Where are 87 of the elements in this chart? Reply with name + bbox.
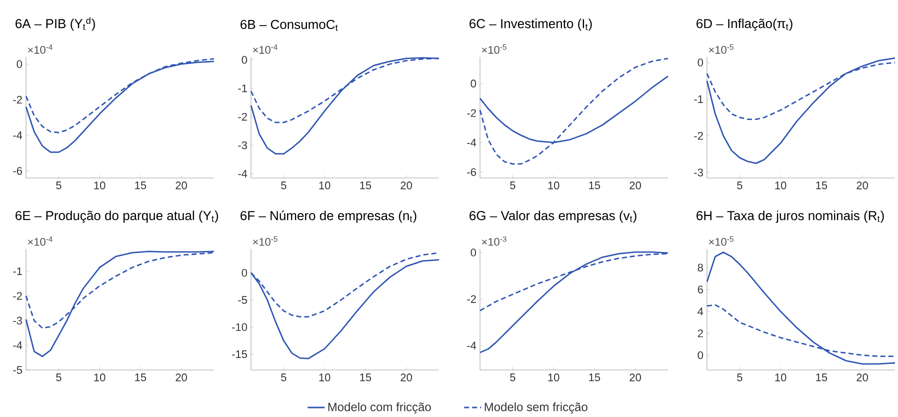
chart-title: 6E – Produção do parque atual (Y$_{t}$) — [16, 210, 218, 223]
x-tick-label: 10 — [548, 182, 560, 190]
x-tick-label: 20 — [856, 182, 868, 190]
y-tick-label: 0 — [16, 60, 22, 68]
y-tick-label: -2 — [238, 112, 247, 121]
y-tick-label: -3 — [13, 316, 22, 324]
y-tick-label: -4 — [238, 170, 248, 178]
y-tick-label: -15 — [232, 350, 247, 358]
x-tick-label: 10 — [775, 182, 786, 190]
x-tick-label: 15 — [360, 374, 372, 382]
y-tick-label: -2 — [13, 96, 22, 104]
y-tick-label: -5 — [13, 366, 22, 374]
y-tick-label: -4 — [467, 342, 476, 350]
x-tick-label: 5 — [56, 182, 62, 190]
y-tick-label: 4 — [698, 308, 704, 316]
text: ×10$^{-5}$ — [252, 236, 278, 246]
y-tick-label: -1 — [13, 267, 22, 275]
y-tick-label: -2 — [694, 132, 703, 140]
line-series — [479, 58, 669, 165]
legend-label: Modelo com fricção — [328, 402, 431, 414]
x-tick-label: 15 — [589, 374, 600, 382]
text: ×10$^{-4}$ — [28, 44, 52, 54]
x-tick-label: 10 — [319, 374, 330, 382]
y-tick-label: 0 — [470, 248, 476, 256]
y-tick-label: 8 — [698, 264, 703, 272]
x-tick-label: 5 — [737, 374, 742, 382]
y-tick-label: -1 — [238, 84, 247, 92]
x-tick-label: 20 — [400, 374, 412, 382]
chart-title: 6G – Valor das empresas (v$_{t}$) — [470, 210, 636, 223]
legend-label: Modelo sem fricção — [484, 402, 588, 414]
x-tick-label: 15 — [135, 182, 146, 190]
x-tick-label: 15 — [135, 374, 146, 382]
y-tick-label: -2 — [467, 109, 476, 117]
y-tick-label: -4 — [13, 132, 22, 140]
text: ×10$^{-5}$ — [708, 236, 734, 246]
y-tick-label: 0 — [470, 80, 476, 88]
y-tick-label: 0 — [698, 58, 704, 66]
y-tick-label: -5 — [238, 296, 247, 304]
x-tick-label: 10 — [548, 374, 560, 382]
y-tick-label: -10 — [232, 323, 248, 332]
x-tick-label: 10 — [775, 374, 786, 382]
y-tick-label: -2 — [467, 295, 476, 303]
y-tick-label: -3 — [238, 141, 247, 150]
x-tick-label: 20 — [176, 182, 187, 190]
chart-title: 6H – Taxa de juros nominais (R$_{t}$) — [696, 210, 884, 223]
x-tick-label: 10 — [94, 374, 106, 382]
x-tick-label: 20 — [856, 374, 868, 382]
text: ×10$^{-4}$ — [28, 236, 52, 246]
x-tick-label: 5 — [737, 182, 742, 190]
y-tick-label: -3 — [694, 168, 703, 176]
y-tick-label: -1 — [694, 95, 703, 103]
y-tick-label: 2 — [698, 329, 703, 338]
text: ×10$^{-3}$ — [482, 236, 506, 246]
text: ×10$^{-5}$ — [482, 44, 506, 54]
x-tick-label: 20 — [176, 374, 187, 382]
line-series — [706, 57, 896, 164]
line-series — [706, 252, 896, 365]
text: ×10$^{-4}$ — [252, 44, 278, 54]
y-tick-label: 0 — [242, 56, 248, 64]
y-tick-label: 6 — [698, 286, 703, 294]
y-tick-label: -6 — [467, 168, 476, 176]
chart-title: 6B – ConsumoC$_{t}$ — [240, 20, 338, 31]
x-tick-label: 10 — [319, 182, 330, 190]
chart-title: 6C – Investimento (I$_{t}$) — [470, 18, 592, 31]
x-tick-label: 15 — [589, 182, 600, 190]
chart-title: 6F – Número de empresas (n$_{t}$) — [240, 210, 416, 223]
chart-title: 6A – PIB (Y$_{t}$$^{d}$) — [16, 17, 95, 31]
x-tick-label: 5 — [281, 374, 286, 382]
x-tick-label: 5 — [56, 374, 62, 382]
chart-title: 6D – Inflação(π$_{t}$) — [696, 18, 792, 31]
x-tick-label: 5 — [510, 182, 516, 190]
x-tick-label: 15 — [816, 374, 828, 382]
x-tick-label: 15 — [360, 182, 372, 190]
x-tick-label: 10 — [94, 182, 106, 190]
x-tick-label: 5 — [510, 374, 516, 382]
y-tick-label: -4 — [13, 342, 22, 350]
y-tick-label: -2 — [13, 292, 22, 300]
x-tick-label: 15 — [816, 182, 828, 190]
x-tick-label: 20 — [400, 182, 412, 190]
x-tick-label: 20 — [630, 374, 641, 382]
y-tick-label: -6 — [13, 166, 22, 175]
y-tick-label: 0 — [242, 268, 248, 277]
x-tick-label: 20 — [630, 182, 641, 190]
text: ×10$^{-5}$ — [708, 44, 734, 54]
y-tick-label: -4 — [467, 138, 476, 146]
x-tick-label: 5 — [281, 182, 286, 190]
y-tick-label: 0 — [698, 351, 704, 360]
